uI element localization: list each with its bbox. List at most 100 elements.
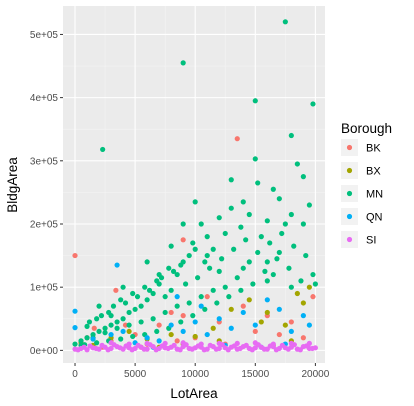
point-mn xyxy=(310,271,316,278)
point-bk xyxy=(122,322,129,328)
point-si xyxy=(171,342,177,348)
point-qn xyxy=(90,336,96,342)
point-mn xyxy=(86,319,93,325)
point-si xyxy=(198,341,204,347)
point-si xyxy=(81,344,87,350)
point-bk xyxy=(252,328,258,335)
point-mn xyxy=(250,281,256,287)
legend: Borough BK BX MN QN SI xyxy=(341,121,392,248)
point-mn xyxy=(246,211,252,218)
point-bx xyxy=(126,328,132,335)
point-bx xyxy=(210,325,216,331)
point-mn xyxy=(150,290,156,297)
point-mn xyxy=(126,322,132,328)
point-si xyxy=(243,342,249,348)
point-mn xyxy=(150,316,156,322)
point-mn xyxy=(228,205,234,211)
point-mn xyxy=(126,309,132,316)
point-qn xyxy=(276,306,282,312)
point-mn xyxy=(154,278,160,284)
point-bx xyxy=(228,306,234,312)
point-mn xyxy=(216,215,222,221)
point-mn xyxy=(98,313,105,319)
point-bk xyxy=(168,309,174,316)
point-mn xyxy=(180,60,186,66)
point-si xyxy=(93,345,99,352)
point-mn xyxy=(122,300,129,306)
point-mn xyxy=(102,330,108,336)
point-qn xyxy=(216,316,222,322)
point-mn xyxy=(226,294,232,300)
point-mn xyxy=(168,287,174,293)
point-qn xyxy=(72,325,78,331)
point-si xyxy=(177,347,183,353)
point-qn xyxy=(204,331,210,338)
point-qn xyxy=(144,335,150,341)
point-bx xyxy=(282,322,288,328)
point-bx xyxy=(168,331,174,338)
x-tick-label: 10000 xyxy=(181,369,209,380)
point-mn xyxy=(306,202,312,208)
point-mn xyxy=(294,161,300,167)
point-mn xyxy=(162,294,168,300)
point-si xyxy=(126,341,132,347)
point-mn xyxy=(276,196,282,202)
point-si xyxy=(141,346,147,352)
legend-label-bx: BX xyxy=(366,166,381,178)
point-mn xyxy=(168,243,174,249)
point-bk xyxy=(204,294,210,300)
point-mn xyxy=(279,230,285,237)
point-mn xyxy=(162,309,168,316)
point-mn xyxy=(198,221,204,227)
point-mn xyxy=(258,234,264,240)
point-mn xyxy=(252,98,258,104)
point-si xyxy=(249,347,255,353)
point-bk xyxy=(113,287,119,293)
point-mn xyxy=(138,319,144,325)
point-si xyxy=(225,347,231,353)
point-si xyxy=(252,340,258,346)
legend-label-si: SI xyxy=(366,235,376,247)
point-mn xyxy=(300,174,306,180)
point-mn xyxy=(312,281,318,287)
point-bx xyxy=(300,300,306,306)
point-qn xyxy=(72,308,78,314)
y-tick-label: 2e+05 xyxy=(30,219,59,230)
point-mn xyxy=(298,278,304,284)
legend-marker-bk xyxy=(346,144,353,151)
point-si xyxy=(273,347,279,353)
point-mn xyxy=(286,265,292,271)
point-mn xyxy=(84,323,90,329)
point-mn xyxy=(204,234,210,240)
point-mn xyxy=(102,325,108,331)
point-si xyxy=(297,347,303,353)
point-bx xyxy=(264,309,270,316)
point-mn xyxy=(282,19,288,25)
point-mn xyxy=(238,224,244,230)
point-mn xyxy=(267,240,273,246)
point-mn xyxy=(264,259,270,265)
point-mn xyxy=(180,221,186,227)
point-mn xyxy=(234,275,240,281)
point-mn xyxy=(219,256,225,262)
y-axis-title: BldgArea xyxy=(5,157,20,213)
point-si xyxy=(279,342,285,348)
point-si xyxy=(87,343,93,349)
point-bk xyxy=(156,322,162,328)
point-mn xyxy=(288,211,294,218)
point-qn xyxy=(240,309,246,316)
point-mn xyxy=(198,294,204,300)
legend-marker-qn xyxy=(346,213,353,220)
point-si xyxy=(309,345,315,352)
point-mn xyxy=(138,303,144,309)
point-si xyxy=(162,340,168,347)
point-si xyxy=(285,346,291,352)
y-tick-label: 1e+05 xyxy=(30,283,59,294)
point-mn xyxy=(195,275,201,281)
point-qn xyxy=(108,331,114,338)
point-si xyxy=(189,346,195,352)
point-mn xyxy=(222,230,228,237)
point-mn xyxy=(130,333,136,340)
x-tick-label: 5000 xyxy=(124,369,147,380)
point-mn xyxy=(300,221,306,227)
